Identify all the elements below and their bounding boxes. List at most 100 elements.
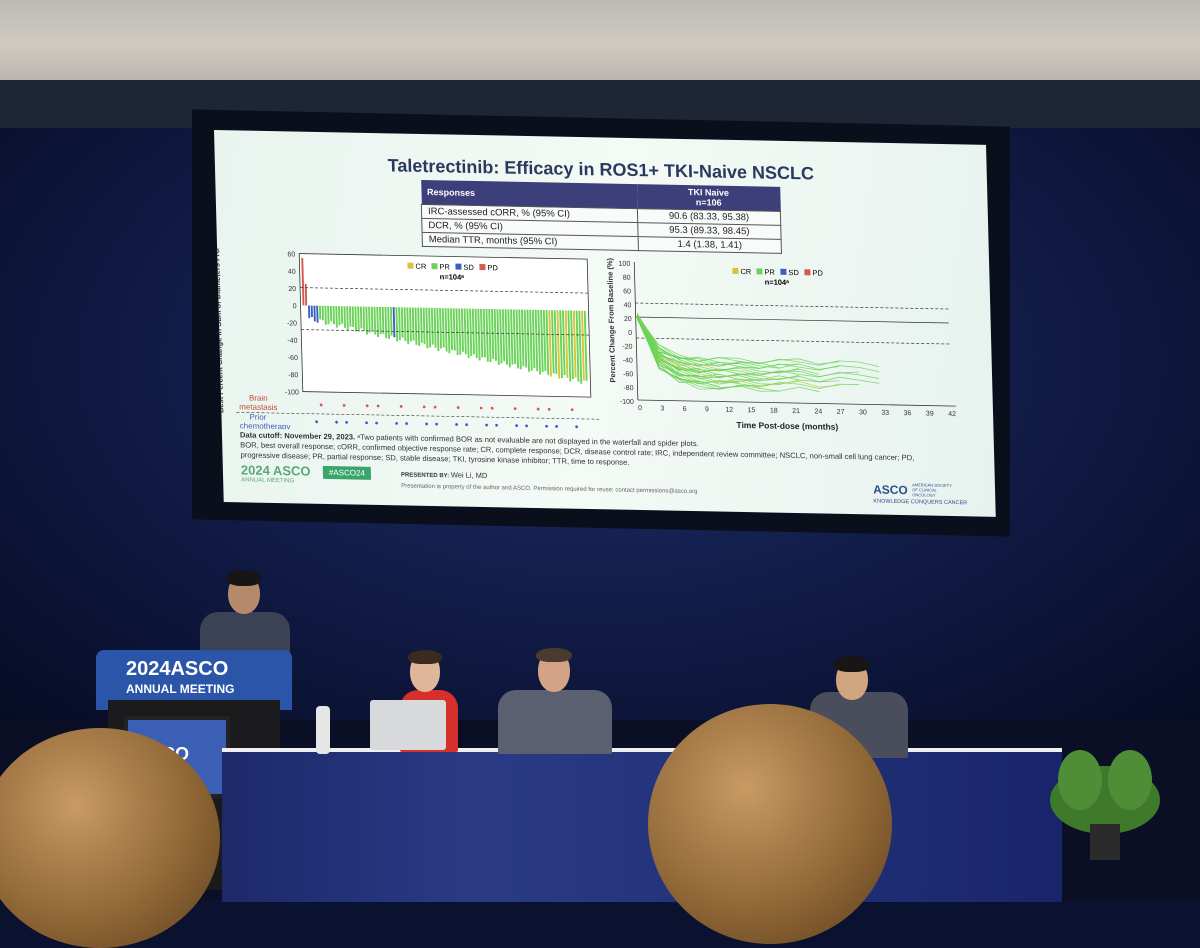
asco-meeting-logo: 2024 ASCO ANNUAL MEETING (241, 462, 311, 484)
prior-chemo-dot (515, 424, 518, 428)
waterfall-bar (359, 306, 363, 329)
waterfall-bar (348, 306, 352, 327)
waterfall-ytick: -100 (285, 389, 299, 396)
waterfall-row-divider (236, 411, 602, 420)
waterfall-bar (496, 309, 500, 365)
waterfall-bar (507, 309, 511, 368)
waterfall-bar (376, 306, 379, 338)
waterfall-bar (534, 309, 539, 372)
waterfall-ytick: 0 (293, 303, 297, 310)
row-value: 1.4 (1.38, 1.41) (638, 236, 782, 254)
waterfall-dots (315, 403, 578, 429)
waterfall-bar (540, 309, 544, 373)
legend-pr: PR (439, 262, 450, 271)
prior-chemo-dot (395, 421, 398, 425)
header-n-label: n=106 (695, 197, 722, 208)
prior-chemo-dot (405, 422, 408, 425)
waterfall-bar (379, 306, 382, 335)
waterfall-bar (318, 305, 322, 320)
spider-xtick: 12 (725, 407, 733, 414)
hashtag-badge: #ASCO24 (322, 465, 372, 480)
potted-plant (1050, 750, 1160, 860)
brain-met-dot (547, 407, 551, 411)
spider-xtick: 36 (904, 410, 912, 417)
brain-met-dot (570, 408, 574, 412)
waterfall-bar (403, 307, 407, 342)
podium-logo: 2024ASCO (126, 658, 229, 680)
asco-brand-sub: AMERICAN SOCIETY OF CLINICAL ONCOLOGY (912, 482, 952, 498)
waterfall-ytick: -80 (288, 372, 298, 379)
spider-lines (637, 312, 880, 393)
waterfall-bar (332, 305, 335, 325)
waterfall-bar (422, 307, 426, 344)
waterfall-yticks: 60 40 20 0 -20 -40 -60 -80 -100 (285, 251, 299, 396)
waterfall-bar (450, 308, 454, 351)
presented-by-label: PRESENTED BY: (400, 472, 450, 480)
asco-brand-text: ASCO (872, 482, 908, 498)
waterfall-bar (398, 307, 401, 341)
waterfall-ytick: 40 (288, 269, 296, 276)
waterfall-bar (444, 308, 448, 352)
header-tki-label: TKI Naive (687, 187, 730, 198)
waterfall-bar (531, 309, 536, 369)
waterfall-bar (504, 309, 508, 365)
waterfall-bar (400, 307, 404, 338)
legend-pd-swatch (479, 264, 486, 271)
waterfall-bar (327, 305, 330, 325)
waterfall-bar (477, 308, 481, 361)
legend-cr: CR (740, 267, 752, 276)
waterfall-bar (466, 308, 470, 359)
waterfall-bar (452, 308, 456, 351)
waterfall-bar (321, 305, 324, 321)
waterfall-bar (335, 306, 338, 328)
waterfall-bar (313, 305, 316, 322)
waterfall-bar (351, 306, 355, 327)
spider-line (637, 313, 700, 371)
waterfall-bar (338, 306, 341, 326)
waterfall-bar (529, 309, 533, 371)
legend-cr: CR (415, 262, 427, 271)
waterfall-bar (575, 310, 580, 382)
waterfall-bar (521, 309, 525, 367)
spider-ytick: -80 (623, 385, 633, 392)
waterfall-bar (417, 307, 421, 347)
waterfall-bar (567, 310, 572, 382)
presented-by: PRESENTED BY: Wei Li, MD (401, 469, 488, 480)
waterfall-bar (501, 309, 506, 362)
row-label: Median TTR, months (95% CI) (422, 232, 639, 251)
legend-cr-swatch (407, 262, 414, 269)
disclaimer: Presentation is property of the author a… (401, 483, 698, 496)
brain-met-dot (456, 406, 460, 409)
brain-met-dot (365, 404, 369, 408)
legend-pd: PD (812, 268, 823, 277)
spider-xtick: 9 (705, 406, 709, 413)
legend-cr-swatch (732, 267, 739, 275)
waterfall-bar (433, 307, 437, 348)
prior-chemo-dot (345, 420, 348, 424)
waterfall-threshold-30 (301, 329, 590, 336)
waterfall-bar (430, 307, 434, 345)
waterfall-bar (570, 310, 574, 380)
prior-chemo-dot (485, 423, 488, 427)
presentation-slide: Taletrectinib: Efficacy in ROS1+ TKI-Nai… (214, 130, 996, 517)
legend-sd: SD (463, 263, 474, 272)
waterfall-ytick: 20 (288, 286, 296, 293)
brain-met-dot (433, 405, 437, 409)
waterfall-bar (493, 309, 497, 361)
prior-chemo-dot (375, 421, 378, 425)
waterfall-bar (485, 308, 489, 362)
waterfall-bar (455, 308, 459, 356)
prior-chemo-dot (335, 420, 338, 424)
spider-xtick: 27 (837, 409, 845, 416)
spider-line (637, 317, 820, 393)
legend-pr-swatch (756, 268, 763, 275)
waterfall-bar (559, 310, 563, 379)
prior-chemo-dot (495, 423, 498, 427)
brain-metastasis-label: Brain (249, 394, 268, 403)
waterfall-bar (460, 308, 464, 352)
spider-ytick: 40 (624, 302, 632, 309)
waterfall-ytick: -40 (287, 338, 297, 345)
waterfall-ytick: 60 (287, 251, 295, 258)
spider-xtick: 33 (881, 410, 889, 417)
spider-y-axis (633, 261, 639, 401)
